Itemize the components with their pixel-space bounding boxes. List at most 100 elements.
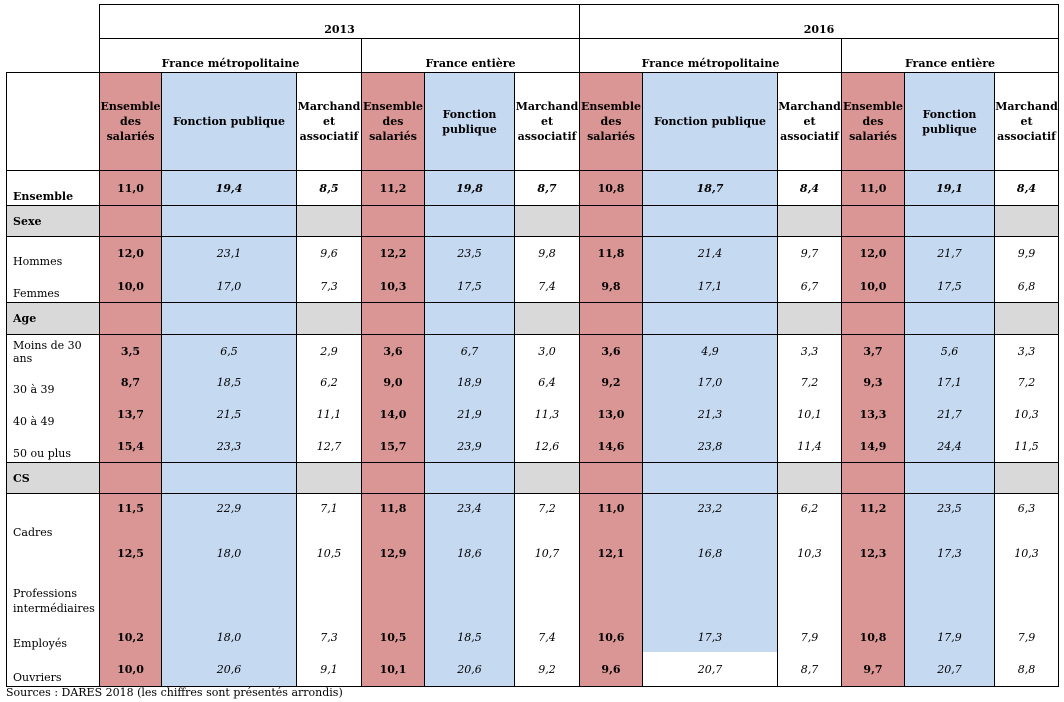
table-right-border (1058, 430, 1059, 462)
row-label-text: 40 à 49 (13, 415, 55, 428)
table-cell: 11,2 (361, 170, 424, 205)
section-band (361, 302, 424, 334)
table-right-border (1058, 205, 1059, 236)
column-header-line: et (803, 115, 816, 128)
table-cell: 21,7 (904, 398, 994, 430)
table-cell: 19,4 (161, 170, 296, 205)
table-cell: 6,4 (514, 367, 579, 398)
table-cell: 11,8 (579, 236, 642, 270)
table-cell: 12,7 (296, 430, 361, 462)
cell-value: 9,7 (863, 662, 883, 676)
table-cell: 15,7 (361, 430, 424, 462)
table-cell: 18,5 (424, 622, 514, 652)
section-band (642, 462, 777, 493)
table-cell: 10,1 (361, 652, 424, 686)
table-cell: 9,6 (296, 236, 361, 270)
cell-value: 19,4 (215, 181, 243, 195)
cell-value: 8,4 (1016, 181, 1037, 195)
column-header: Fonction publique (904, 72, 994, 170)
section-band (579, 462, 642, 493)
column-header-line: publique (922, 122, 977, 136)
table-cell: 21,5 (161, 398, 296, 430)
table-cell: 7,3 (296, 622, 361, 652)
section-band (361, 205, 424, 236)
cell-value: 12,0 (117, 247, 144, 260)
table-cell: 23,5 (904, 493, 994, 541)
cell-value: 23,8 (697, 439, 723, 453)
cell-value: 11,5 (117, 502, 144, 515)
row-label-text: 30 à 39 (13, 383, 55, 396)
table-cell: 3,7 (841, 334, 904, 367)
table-right-border (1058, 170, 1059, 205)
section-band (424, 302, 514, 334)
table-cell: 17,5 (424, 270, 514, 302)
cell-value: 10,3 (379, 279, 407, 293)
column-header: Marchand et associatif (994, 72, 1058, 170)
section-band (642, 205, 777, 236)
table-cell: 6,7 (777, 270, 841, 302)
table-cell: 18,9 (424, 367, 514, 398)
table-cell: 10,6 (579, 622, 642, 652)
table-cell: 12,1 (579, 541, 642, 622)
section-band (296, 302, 361, 334)
table-cell: 17,5 (904, 270, 994, 302)
cell-value: 14,0 (379, 407, 407, 421)
table-cell: 9,8 (514, 236, 579, 270)
row-label-text: Moins de 30 ans (13, 339, 82, 365)
column-header: Fonction publique (642, 72, 777, 170)
column-header-line: Ensemble (362, 100, 424, 113)
cell-value: 5,6 (940, 344, 959, 358)
cell-value: 10,0 (117, 279, 144, 293)
cell-value: 21,4 (697, 247, 723, 260)
cell-value: 23,3 (216, 439, 242, 453)
row-label: Femmes (6, 270, 99, 302)
cell-value: 17,3 (937, 547, 962, 560)
column-header-line: et (1020, 115, 1033, 128)
table-cell: 7,4 (514, 622, 579, 652)
cell-value: 7,3 (320, 630, 338, 644)
column-header: Fonction publique (424, 72, 514, 170)
section-band (514, 462, 579, 493)
section-label: Age (6, 302, 99, 334)
table-cell: 7,9 (777, 622, 841, 652)
table-cell: 8,7 (514, 170, 579, 205)
cell-value: 9,0 (383, 376, 403, 389)
cell-value: 20,7 (697, 662, 723, 676)
cell-value: 10,7 (534, 547, 560, 560)
table-cell: 10,3 (361, 270, 424, 302)
cell-value: 9,6 (320, 247, 338, 260)
column-header-line: publique (442, 122, 497, 136)
table-cell: 9,3 (841, 367, 904, 398)
table-cell: 10,0 (99, 652, 161, 686)
table-cell: 7,9 (994, 622, 1058, 652)
corner-cell (6, 72, 99, 170)
table-cell: 9,9 (994, 236, 1058, 270)
cell-value: 12,3 (859, 547, 887, 560)
table-cell: 7,2 (777, 367, 841, 398)
cell-value: 17,0 (697, 376, 723, 389)
cell-value: 6,7 (800, 279, 819, 293)
cell-value: 3,5 (120, 344, 141, 358)
cell-value: 6,4 (538, 376, 556, 389)
table-cell: 3,3 (994, 334, 1058, 367)
cell-value: 20,7 (937, 662, 962, 676)
table-cell: 23,2 (642, 493, 777, 541)
cell-value: 8,8 (1017, 662, 1036, 676)
table-cell: 11,0 (99, 170, 161, 205)
cell-value: 23,4 (457, 502, 482, 515)
cell-value: 9,8 (601, 279, 621, 293)
cell-value: 11,4 (797, 439, 822, 453)
table-cell: 8,7 (99, 367, 161, 398)
row-label-text: Femmes (13, 287, 60, 300)
column-header-line: associatif (780, 130, 839, 143)
table-cell: 13,0 (579, 398, 642, 430)
row-label-line: intermédiaires (13, 602, 95, 615)
table-cell: 12,9 (361, 541, 424, 622)
table-cell: 17,9 (904, 622, 994, 652)
cell-value: 19,8 (456, 181, 483, 195)
table-cell: 9,0 (361, 367, 424, 398)
column-header-line: et (540, 115, 554, 128)
cell-value: 8,7 (800, 662, 819, 676)
table-cell: 21,3 (642, 398, 777, 430)
cell-value: 14,9 (859, 439, 887, 453)
